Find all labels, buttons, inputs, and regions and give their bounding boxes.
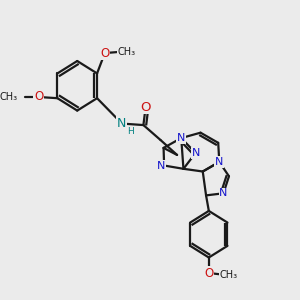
Text: H: H [127,127,134,136]
Text: N: N [117,117,127,130]
Text: O: O [34,91,43,103]
Text: O: O [100,46,110,60]
Text: O: O [204,266,213,280]
Text: N: N [177,133,185,143]
Text: N: N [191,148,200,158]
Text: N: N [157,161,165,171]
Text: N: N [215,157,224,167]
Text: N: N [219,188,228,198]
Text: CH₃: CH₃ [220,269,238,280]
Text: CH₃: CH₃ [117,47,135,57]
Text: CH₃: CH₃ [0,92,18,102]
Text: O: O [140,100,151,114]
